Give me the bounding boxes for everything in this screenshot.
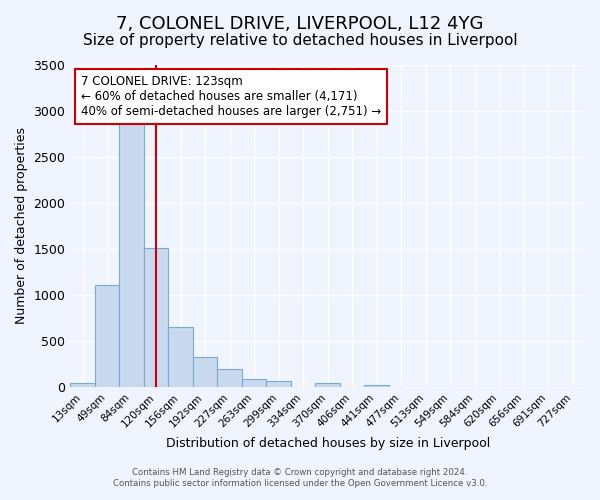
Bar bbox=[364, 386, 389, 387]
Bar bbox=[119, 118, 144, 387]
Bar bbox=[144, 248, 169, 387]
Bar bbox=[169, 327, 193, 387]
Bar bbox=[193, 356, 217, 387]
Bar bbox=[70, 384, 95, 387]
X-axis label: Distribution of detached houses by size in Liverpool: Distribution of detached houses by size … bbox=[166, 437, 490, 450]
Text: 7, COLONEL DRIVE, LIVERPOOL, L12 4YG: 7, COLONEL DRIVE, LIVERPOOL, L12 4YG bbox=[116, 15, 484, 33]
Bar bbox=[316, 383, 340, 387]
Text: Contains HM Land Registry data © Crown copyright and database right 2024.
Contai: Contains HM Land Registry data © Crown c… bbox=[113, 468, 487, 487]
Bar bbox=[95, 285, 119, 387]
Y-axis label: Number of detached properties: Number of detached properties bbox=[15, 128, 28, 324]
Text: 7 COLONEL DRIVE: 123sqm
← 60% of detached houses are smaller (4,171)
40% of semi: 7 COLONEL DRIVE: 123sqm ← 60% of detache… bbox=[80, 74, 381, 118]
Bar bbox=[266, 382, 291, 387]
Text: Size of property relative to detached houses in Liverpool: Size of property relative to detached ho… bbox=[83, 32, 517, 48]
Bar bbox=[242, 378, 266, 387]
Bar bbox=[217, 369, 242, 387]
